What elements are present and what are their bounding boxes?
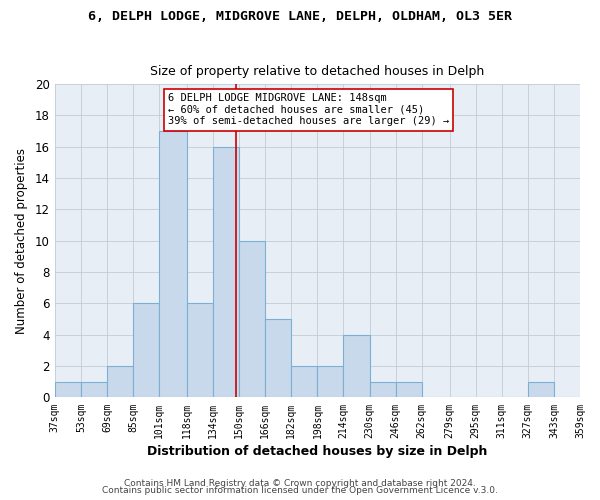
Bar [317, 366, 343, 398]
Bar [133, 304, 159, 398]
Bar [292, 366, 317, 398]
Y-axis label: Number of detached properties: Number of detached properties [15, 148, 28, 334]
Bar [265, 319, 292, 398]
X-axis label: Distribution of detached houses by size in Delph: Distribution of detached houses by size … [147, 444, 488, 458]
Bar [370, 382, 395, 398]
Bar [107, 366, 133, 398]
Bar [239, 240, 265, 398]
Bar [187, 304, 213, 398]
Bar [528, 382, 554, 398]
Bar [395, 382, 422, 398]
Text: Contains HM Land Registry data © Crown copyright and database right 2024.: Contains HM Land Registry data © Crown c… [124, 478, 476, 488]
Bar [55, 382, 81, 398]
Text: Contains public sector information licensed under the Open Government Licence v.: Contains public sector information licen… [102, 486, 498, 495]
Bar [213, 146, 239, 398]
Title: Size of property relative to detached houses in Delph: Size of property relative to detached ho… [150, 66, 485, 78]
Text: 6, DELPH LODGE, MIDGROVE LANE, DELPH, OLDHAM, OL3 5ER: 6, DELPH LODGE, MIDGROVE LANE, DELPH, OL… [88, 10, 512, 23]
Text: 6 DELPH LODGE MIDGROVE LANE: 148sqm
← 60% of detached houses are smaller (45)
39: 6 DELPH LODGE MIDGROVE LANE: 148sqm ← 60… [168, 93, 449, 126]
Bar [81, 382, 107, 398]
Bar [343, 334, 370, 398]
Bar [159, 131, 187, 398]
